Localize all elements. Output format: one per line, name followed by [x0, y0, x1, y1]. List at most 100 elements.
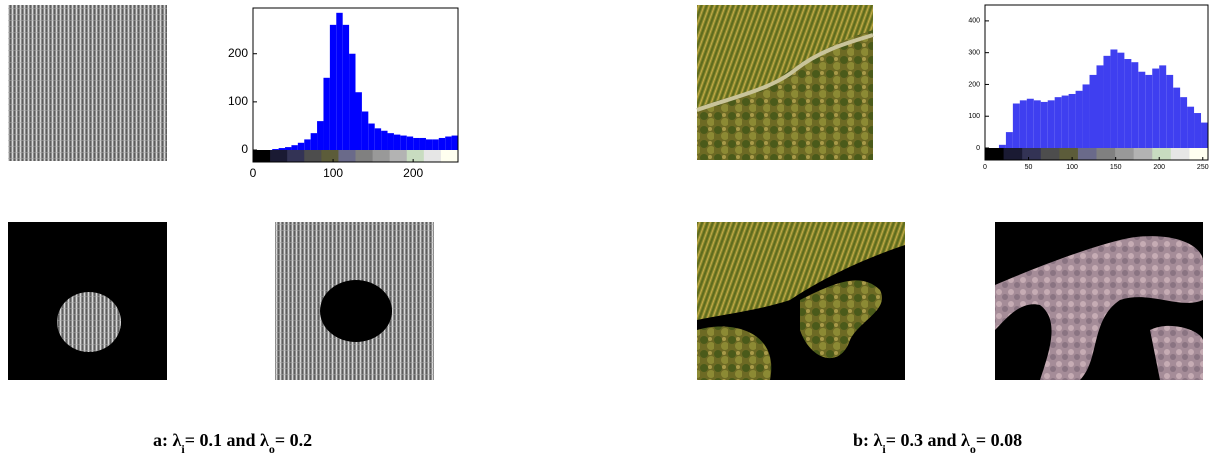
bar — [1041, 102, 1048, 148]
colorbar-cell — [287, 150, 305, 162]
x-tick-label: 150 — [1110, 164, 1122, 171]
bar — [1083, 84, 1090, 148]
bar — [1131, 62, 1138, 148]
bar — [1124, 59, 1131, 148]
bar — [1180, 97, 1187, 148]
bar — [1117, 53, 1124, 148]
caption-part: b: λ — [853, 430, 883, 450]
colorbar-cell — [338, 150, 356, 162]
bar — [1069, 94, 1076, 148]
colorbar-cell — [390, 150, 408, 162]
colorbar-cell — [1059, 148, 1078, 160]
segmented-region — [57, 292, 121, 352]
colorbar-cell — [321, 150, 339, 162]
y-tick-label: 200 — [228, 46, 248, 60]
bar — [362, 111, 368, 150]
texture-image — [8, 5, 167, 161]
y-tick-label: 0 — [241, 142, 248, 156]
bar — [317, 121, 323, 150]
bar — [368, 124, 374, 150]
bar — [1097, 65, 1104, 148]
bar — [356, 92, 362, 150]
bar — [272, 149, 278, 150]
x-tick-label: 0 — [983, 164, 987, 171]
bar — [439, 138, 445, 150]
bar — [1145, 75, 1152, 148]
x-tick-label: 100 — [323, 166, 343, 180]
bar — [388, 133, 394, 150]
bar — [1027, 99, 1034, 148]
bar — [330, 25, 336, 150]
colorbar-cell — [1097, 148, 1116, 160]
y-tick-label: 100 — [968, 113, 980, 120]
x-tick-label: 100 — [1066, 164, 1078, 171]
x-tick-label: 200 — [1153, 164, 1165, 171]
bar — [1201, 123, 1208, 148]
bar — [452, 136, 458, 150]
y-tick-label: 400 — [968, 18, 980, 25]
bar — [1090, 75, 1097, 148]
colorbar-cell — [356, 150, 374, 162]
bar — [1110, 49, 1117, 148]
bar — [445, 137, 451, 150]
y-tick-label: 200 — [968, 81, 980, 88]
colorbar-cell — [1171, 148, 1190, 160]
colorbar-cell — [373, 150, 391, 162]
colorbar-cell — [1115, 148, 1134, 160]
colorbar-cell — [304, 150, 322, 162]
caption: a: λi= 0.1 and λo= 0.2 — [153, 430, 312, 456]
colorbar-cell — [270, 150, 288, 162]
bar — [413, 138, 419, 150]
bar — [381, 131, 387, 150]
colorbar-cell — [424, 150, 442, 162]
aerial-image — [697, 5, 873, 160]
colorbar-cell — [1078, 148, 1097, 160]
colorbar-cell — [253, 150, 271, 162]
bar — [285, 147, 291, 150]
colorbar-cell — [1041, 148, 1060, 160]
bar — [1173, 88, 1180, 148]
bar — [1013, 104, 1020, 148]
bar — [1048, 100, 1055, 148]
caption-part: = 0.2 — [275, 430, 312, 450]
caption-part: = 0.3 and λ — [886, 430, 970, 450]
bar — [1034, 100, 1041, 148]
caption-part: = 0.08 — [976, 430, 1022, 450]
bar — [394, 135, 400, 150]
bar — [336, 13, 342, 150]
x-tick-label: 200 — [403, 166, 423, 180]
bar — [432, 139, 438, 150]
bar — [1103, 56, 1110, 148]
bar — [1159, 65, 1166, 148]
bar — [349, 54, 355, 150]
bar — [343, 25, 349, 150]
colorbar-cell — [407, 150, 425, 162]
bar — [279, 148, 285, 150]
segmented-inside — [697, 222, 905, 380]
bar — [1076, 91, 1083, 148]
y-tick-label: 300 — [968, 50, 980, 57]
x-tick-label: 250 — [1197, 164, 1209, 171]
bar — [323, 78, 329, 150]
bar — [311, 133, 317, 150]
bar — [420, 138, 426, 150]
caption-part: = 0.1 and λ — [185, 430, 269, 450]
bar — [298, 143, 304, 150]
caption-part: a: λ — [153, 430, 181, 450]
y-tick-label: 100 — [228, 94, 248, 108]
x-tick-label: 0 — [250, 166, 257, 180]
colorbar-cell — [1004, 148, 1023, 160]
bar — [426, 139, 432, 150]
bar — [400, 136, 406, 150]
bar — [999, 145, 1006, 148]
bar — [1187, 107, 1194, 148]
bar — [1020, 100, 1027, 148]
histogram: 0 100 200 0 100 200 — [228, 8, 459, 180]
bar — [1006, 132, 1013, 148]
colorbar-cell — [1189, 148, 1208, 160]
bar — [375, 128, 381, 150]
bar — [291, 145, 297, 150]
colorbar-cell — [1152, 148, 1171, 160]
y-tick-label: 0 — [976, 145, 980, 152]
